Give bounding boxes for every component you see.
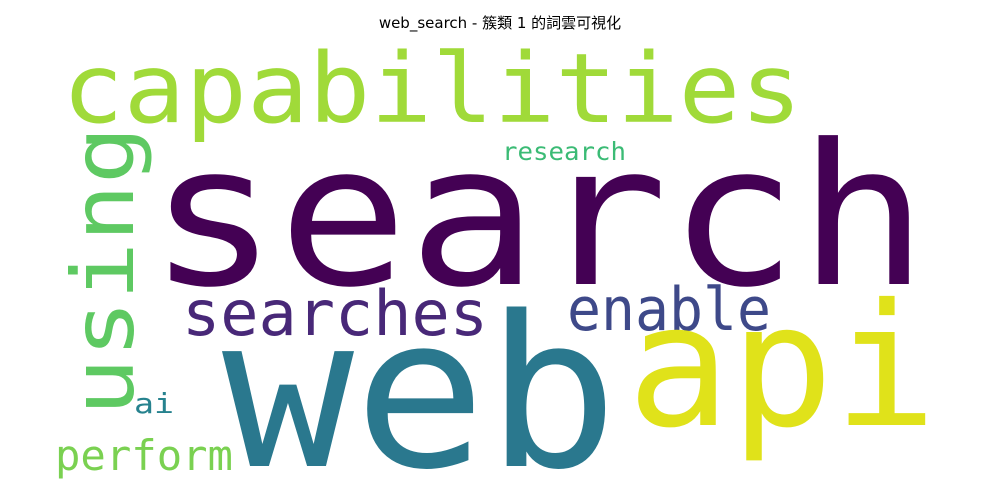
word-capabilities: capabilities bbox=[62, 33, 802, 145]
word-research: research bbox=[502, 137, 626, 166]
word-perform: perform bbox=[55, 431, 233, 480]
word-api: api bbox=[627, 268, 937, 466]
word-searches: searches bbox=[182, 277, 488, 350]
word-web: web bbox=[222, 271, 618, 500]
chart-title: web_search - 簇類 1 的詞雲可視化 bbox=[378, 14, 622, 32]
word-search: search bbox=[148, 103, 928, 331]
word-enable: enable bbox=[567, 275, 771, 345]
word-using: using bbox=[54, 126, 154, 416]
word-ai: ai bbox=[134, 387, 174, 420]
